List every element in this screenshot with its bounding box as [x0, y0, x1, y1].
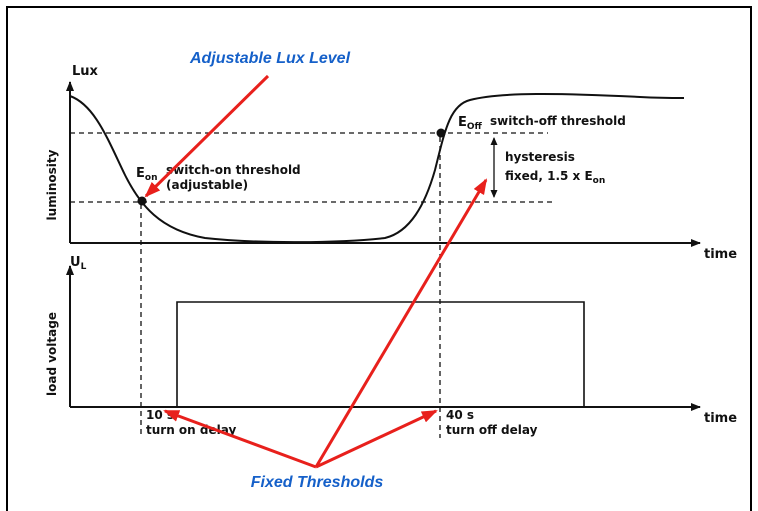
diagram-frame — [6, 6, 752, 511]
hysteresis-label: hysteresis — [505, 150, 575, 164]
off-delay-label: turn off delay — [446, 423, 538, 437]
ul-unit-label: UL — [70, 255, 87, 272]
fixed-arrow-off-delay — [315, 409, 438, 469]
bottom-time-label: time — [704, 411, 737, 426]
adjustable-note: (adjustable) — [166, 178, 248, 192]
fixed-thresholds-annotation: Fixed Thresholds — [251, 474, 384, 491]
off-delay-value: 40 s — [446, 408, 474, 422]
on-delay-label: turn on delay — [146, 423, 236, 437]
hysteresis-value: fixed, 1.5 x Eon — [505, 169, 605, 186]
on-delay-value: 10 s — [146, 408, 174, 422]
adjustable-lux-annotation: Adjustable Lux Level — [189, 50, 351, 67]
luminosity-curve — [69, 92, 685, 244]
eon-label: Eon — [136, 166, 157, 183]
fixed-arrow-on-delay — [163, 409, 317, 469]
load-voltage-axis-label: load voltage — [45, 312, 59, 396]
switch-on-threshold-label: switch-on threshold — [166, 163, 301, 177]
fixed-arrow-hysteresis — [314, 178, 488, 468]
eoff-point — [436, 128, 446, 138]
switch-off-threshold-label: switch-off threshold — [490, 114, 626, 128]
top-time-label: time — [704, 247, 737, 262]
load-voltage-pulse — [176, 301, 585, 407]
luminosity-axis-label: luminosity — [45, 149, 59, 220]
eoff-label: EOff — [458, 115, 483, 132]
lux-unit-label: Lux — [72, 64, 99, 79]
adjustable-arrow — [144, 74, 270, 198]
eon-point — [137, 196, 147, 206]
